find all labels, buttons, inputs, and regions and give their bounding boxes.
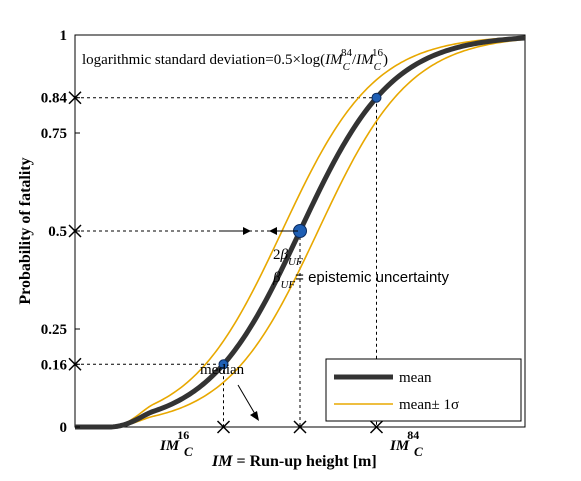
- x-axis-cross-marker: [293, 420, 307, 434]
- markers: [68, 91, 384, 434]
- legend-sigma-label: mean± 1σ: [399, 397, 459, 413]
- data-point: [218, 359, 229, 370]
- median-label: median: [200, 362, 245, 378]
- data-point: [371, 92, 382, 103]
- x-axis-cross-marker: [216, 420, 231, 434]
- median-arrow: [237, 384, 259, 421]
- x-axis-label: IM = Run-up height [m]: [211, 453, 377, 470]
- y-tick-label: 0.16: [41, 357, 68, 373]
- two-beta-label: 2βUF: [273, 247, 303, 268]
- y-tick-label: 1: [60, 28, 68, 44]
- y-axis-ticks: 0 0.16 0.25 0.5 0.75 0.84 1: [41, 28, 80, 436]
- formula-text: logarithmic standard deviation=0.5×log(I…: [82, 47, 388, 73]
- x-axis-cross-marker: [369, 420, 384, 434]
- beta-definition: βUF= epistemic uncertainty: [272, 269, 449, 291]
- y-tick-label: 0.75: [41, 126, 67, 142]
- y-axis-cross-marker: [68, 224, 82, 238]
- y-tick-label: 0.5: [48, 224, 67, 240]
- legend: mean mean± 1σ: [325, 358, 522, 422]
- y-tick-label: 0: [60, 420, 68, 436]
- y-axis-label: Probability of fatality: [17, 157, 34, 304]
- y-tick-label: 0.25: [41, 322, 67, 338]
- data-points: [218, 92, 382, 370]
- series-upper-line: [75, 36, 526, 428]
- y-axis-cross-marker: [68, 91, 82, 105]
- x-tick-im16: IM16 C: [159, 428, 193, 459]
- legend-mean-label: mean: [399, 370, 432, 386]
- legend-box: [325, 358, 522, 422]
- y-axis-cross-marker: [68, 357, 82, 371]
- two-beta-arrows: [222, 227, 298, 235]
- series-lower-line: [75, 38, 526, 428]
- x-tick-im84: IM84 C: [389, 428, 423, 459]
- guide-lines: [75, 97, 377, 427]
- y-tick-label: 0.84: [41, 91, 68, 107]
